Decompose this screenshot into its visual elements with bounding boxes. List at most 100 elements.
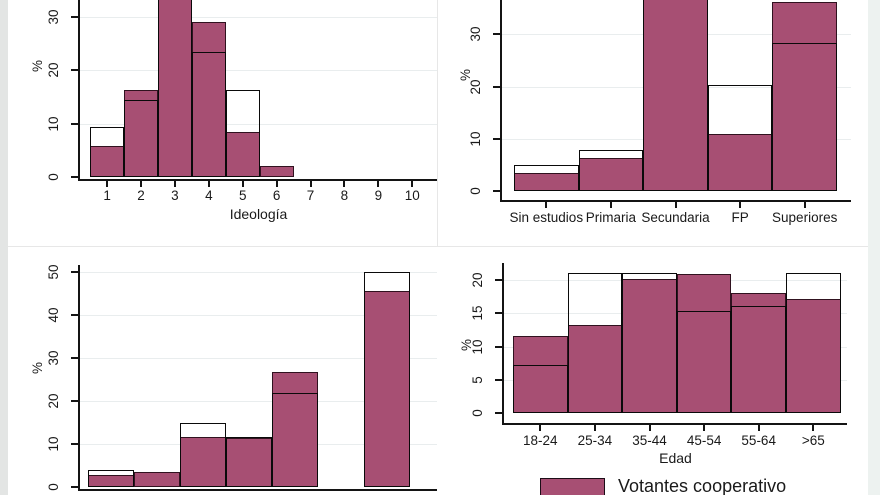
bar-outline	[786, 273, 841, 413]
x-tick-label: 9	[374, 188, 383, 203]
gridline	[80, 123, 437, 125]
x-tick-mark	[609, 202, 612, 208]
y-axis-line	[78, 0, 80, 181]
y-tick-mark	[493, 137, 500, 140]
x-tick-mark	[140, 181, 143, 187]
x-tick-label: 10	[404, 188, 420, 203]
x-tick-mark	[106, 181, 109, 187]
x-tick-mark	[309, 181, 312, 187]
bar-outline	[514, 165, 579, 191]
y-tick-mark	[71, 69, 78, 72]
bar-outline	[567, 273, 623, 413]
x-tick-mark	[674, 202, 677, 208]
quadrant-divider-vertical	[437, 0, 438, 246]
x-axis-title: Edad	[659, 450, 692, 466]
x-tick-label: Primaria	[585, 210, 637, 225]
x-tick-mark	[812, 425, 815, 431]
y-tick-label: 20	[470, 272, 485, 288]
x-tick-label: Sin estudios	[509, 210, 584, 225]
x-tick-label: FP	[731, 210, 749, 225]
bar-outline	[643, 0, 708, 191]
x-tick-mark	[241, 181, 244, 187]
x-tick-label: Secundaria	[641, 210, 710, 225]
x-tick-mark	[803, 202, 806, 208]
bar-filled	[676, 274, 732, 413]
y-tick-mark	[71, 400, 78, 402]
bar-outline	[364, 272, 410, 487]
y-tick-mark	[495, 412, 502, 414]
bar-outline	[578, 150, 644, 191]
bar-outline	[622, 273, 677, 413]
bar-outline	[707, 85, 773, 191]
bar-outline	[676, 311, 732, 413]
bar-outline	[731, 305, 786, 413]
x-axis-line	[502, 423, 847, 425]
y-tick-mark	[493, 190, 500, 192]
bar-outline	[90, 126, 125, 177]
x-tick-label: 5	[238, 188, 247, 203]
bar-filled	[134, 471, 180, 487]
gridline	[80, 358, 437, 359]
x-tick-label: 25-34	[577, 433, 613, 448]
bar-filled	[259, 166, 294, 177]
y-tick-mark	[71, 357, 78, 359]
x-tick-label: 3	[171, 188, 179, 203]
legend-swatch	[540, 478, 605, 495]
y-tick-mark	[495, 312, 502, 315]
bar-outline	[180, 423, 226, 487]
y-axis-title: %	[459, 339, 474, 352]
x-tick-label: 7	[306, 188, 315, 203]
bar-filled	[158, 0, 192, 177]
y-tick-mark	[71, 486, 78, 488]
x-tick-label: 18-24	[523, 433, 558, 448]
y-tick-mark	[71, 176, 78, 178]
bar-outline	[772, 42, 837, 191]
bar-filled	[124, 89, 158, 177]
bar-outline	[272, 393, 318, 487]
x-axis-line	[78, 489, 437, 491]
x-tick-label: 55-64	[741, 433, 776, 448]
x-tick-mark	[648, 425, 651, 431]
bar-filled	[707, 134, 773, 191]
y-tick-mark	[495, 378, 502, 381]
y-tick-mark	[495, 345, 502, 348]
x-tick-mark	[275, 181, 278, 187]
x-tick-label: 1	[103, 188, 111, 203]
x-tick-mark	[703, 425, 706, 431]
bar-outline	[191, 51, 226, 177]
bar-outline	[124, 100, 158, 177]
left-edge-strip	[0, 0, 8, 495]
bar-outline	[158, 0, 192, 177]
bar-filled	[567, 324, 623, 413]
gridline	[80, 17, 437, 19]
bar-outline	[88, 469, 134, 487]
gridline	[80, 401, 437, 402]
bar-outline	[225, 90, 260, 177]
bar-filled	[90, 145, 125, 177]
x-axis-line	[78, 179, 437, 181]
y-axis-line	[78, 265, 80, 491]
legend-label: Votantes cooperativo	[618, 476, 787, 495]
x-tick-mark	[343, 181, 346, 187]
y-tick-mark	[71, 16, 78, 19]
gridline	[80, 272, 437, 273]
y-axis-line	[500, 0, 502, 202]
x-tick-label: 35-44	[632, 433, 667, 448]
x-tick-mark	[173, 181, 176, 187]
y-tick-mark	[71, 122, 78, 125]
x-tick-mark	[539, 425, 542, 431]
right-edge-strip	[868, 0, 880, 495]
x-tick-mark	[757, 425, 760, 431]
x-tick-mark	[377, 181, 380, 187]
x-tick-label: 2	[137, 188, 145, 203]
quadrant-divider-horizontal	[8, 246, 868, 247]
x-tick-label: 45-54	[686, 433, 722, 448]
y-axis-line	[502, 263, 504, 425]
x-tick-mark	[593, 425, 596, 431]
x-axis-line	[500, 200, 851, 202]
x-tick-label: 4	[205, 188, 213, 203]
